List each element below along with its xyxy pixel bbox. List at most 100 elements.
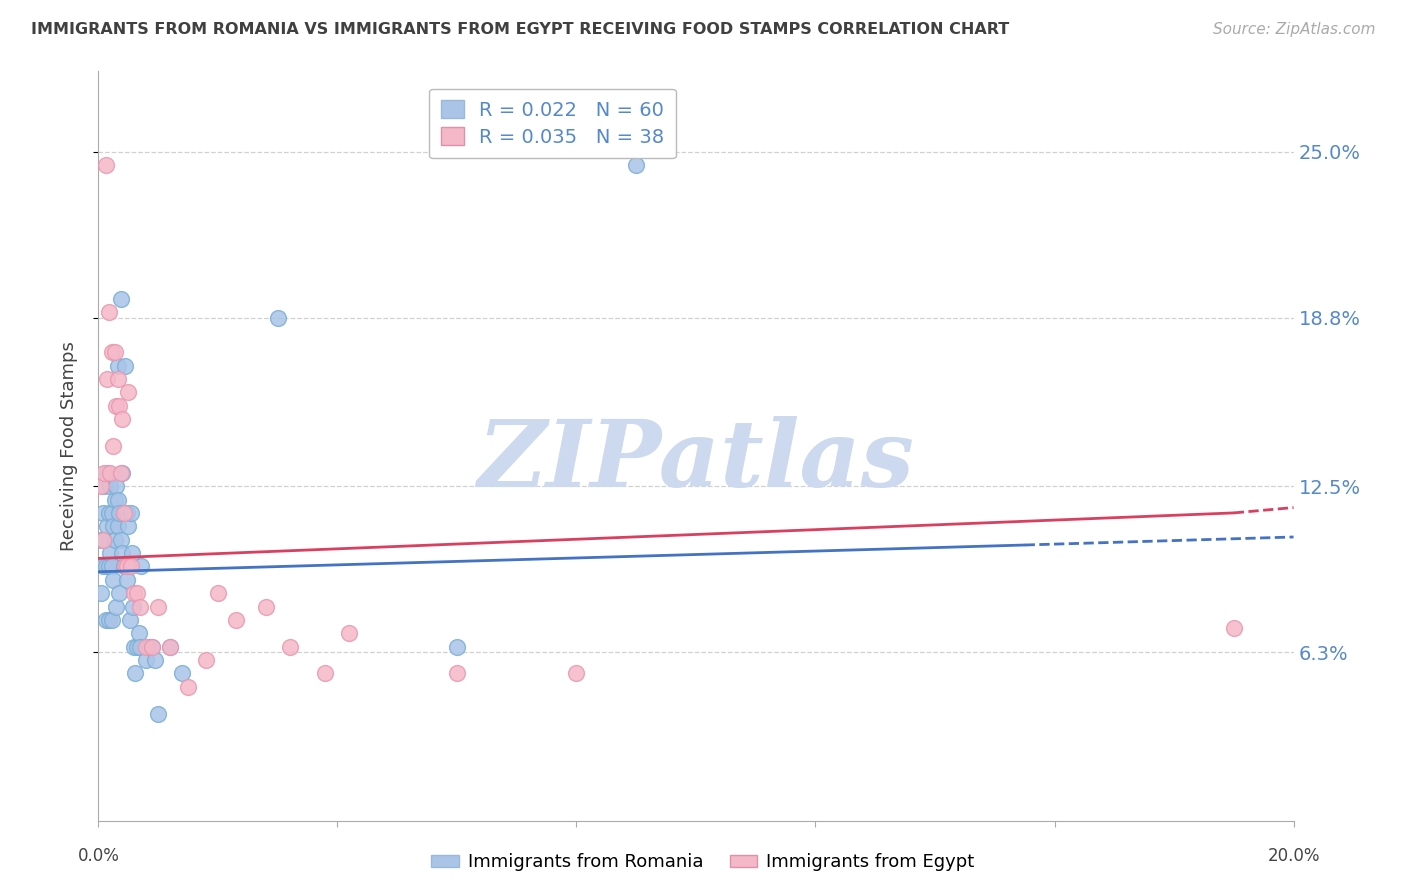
Point — [103, 439, 125, 453]
Point — [94, 559, 117, 574]
Point — [141, 640, 163, 654]
Point — [115, 573, 138, 587]
Point — [90, 479, 112, 493]
Point — [96, 372, 118, 386]
Point — [278, 640, 301, 654]
Point — [91, 506, 114, 520]
Point — [121, 546, 143, 560]
Point — [107, 359, 129, 373]
Point — [103, 492, 125, 507]
Point — [107, 492, 129, 507]
Point — [115, 559, 138, 574]
Point — [118, 559, 141, 574]
Point — [117, 519, 139, 533]
Point — [100, 506, 122, 520]
Text: IMMIGRANTS FROM ROMANIA VS IMMIGRANTS FROM EGYPT RECEIVING FOOD STAMPS CORRELATI: IMMIGRANTS FROM ROMANIA VS IMMIGRANTS FR… — [31, 22, 1010, 37]
Point — [128, 626, 150, 640]
Point — [105, 479, 128, 493]
Point — [91, 533, 114, 547]
Point — [626, 158, 648, 172]
Point — [108, 506, 131, 520]
Point — [172, 666, 194, 681]
Point — [117, 385, 139, 400]
Point — [103, 519, 125, 533]
Point — [177, 680, 200, 694]
Point — [107, 372, 129, 386]
Point — [104, 533, 127, 547]
Point — [131, 559, 153, 574]
Legend: Immigrants from Romania, Immigrants from Egypt: Immigrants from Romania, Immigrants from… — [425, 847, 981, 879]
Point — [143, 653, 166, 667]
Point — [159, 640, 181, 654]
Point — [110, 292, 132, 306]
Point — [120, 506, 142, 520]
Point — [101, 613, 124, 627]
Point — [111, 466, 134, 480]
Point — [111, 412, 134, 426]
Point — [98, 559, 121, 574]
Point — [254, 599, 277, 614]
Point — [339, 626, 361, 640]
Text: 0.0%: 0.0% — [77, 847, 120, 865]
Point — [114, 359, 136, 373]
Point — [122, 599, 145, 614]
Point — [100, 345, 122, 359]
Point — [135, 640, 157, 654]
Y-axis label: Receiving Food Stamps: Receiving Food Stamps — [59, 341, 77, 551]
Point — [124, 586, 146, 600]
Point — [124, 666, 146, 681]
Point — [96, 466, 118, 480]
Point — [108, 586, 131, 600]
Point — [110, 533, 132, 547]
Point — [120, 613, 142, 627]
Point — [98, 305, 121, 319]
Point — [104, 345, 127, 359]
Point — [108, 399, 131, 413]
Point — [115, 506, 138, 520]
Point — [129, 640, 152, 654]
Point — [159, 640, 181, 654]
Point — [148, 706, 170, 721]
Point — [207, 586, 229, 600]
Point — [120, 559, 142, 574]
Legend: R = 0.022   N = 60, R = 0.035   N = 38: R = 0.022 N = 60, R = 0.035 N = 38 — [429, 88, 676, 159]
Point — [1223, 621, 1246, 635]
Point — [98, 466, 122, 480]
Point — [129, 599, 152, 614]
Point — [112, 506, 135, 520]
Point — [195, 653, 218, 667]
Point — [267, 310, 290, 325]
Point — [315, 666, 337, 681]
Text: 20.0%: 20.0% — [1267, 847, 1320, 865]
Point — [90, 533, 112, 547]
Point — [98, 546, 122, 560]
Point — [96, 519, 118, 533]
Point — [112, 559, 135, 574]
Point — [91, 559, 114, 574]
Point — [105, 599, 128, 614]
Point — [124, 640, 146, 654]
Point — [127, 640, 149, 654]
Point — [100, 559, 122, 574]
Point — [107, 519, 129, 533]
Text: ZIPatlas: ZIPatlas — [478, 416, 914, 506]
Point — [105, 399, 128, 413]
Point — [93, 466, 115, 480]
Point — [148, 599, 170, 614]
Point — [93, 479, 115, 493]
Point — [97, 506, 120, 520]
Point — [112, 506, 135, 520]
Point — [110, 466, 132, 480]
Text: Source: ZipAtlas.com: Source: ZipAtlas.com — [1212, 22, 1375, 37]
Point — [98, 613, 121, 627]
Point — [94, 158, 117, 172]
Point — [93, 533, 115, 547]
Point — [114, 559, 136, 574]
Point — [446, 640, 468, 654]
Point — [565, 666, 588, 681]
Point — [127, 586, 149, 600]
Point — [138, 640, 160, 654]
Point — [103, 573, 125, 587]
Point — [135, 653, 157, 667]
Point — [111, 546, 134, 560]
